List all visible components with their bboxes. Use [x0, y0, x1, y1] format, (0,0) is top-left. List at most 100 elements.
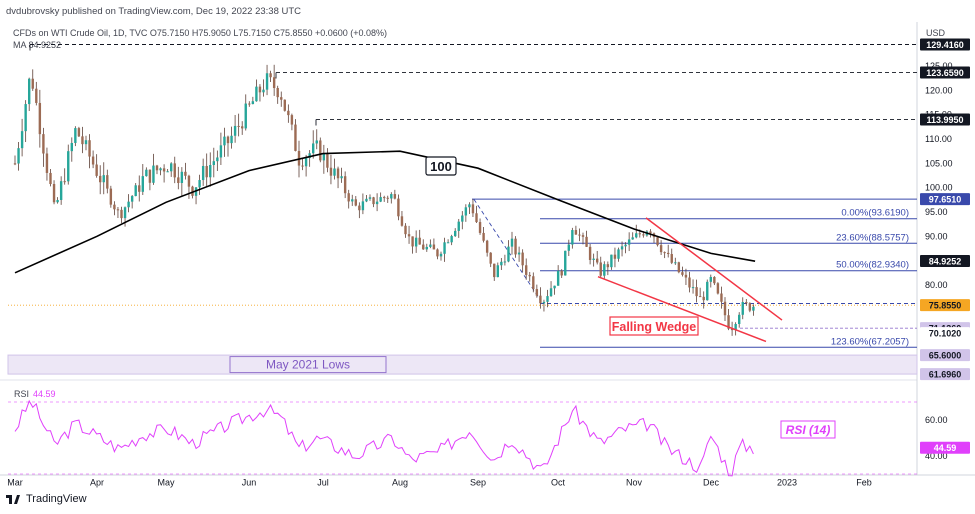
candle-body — [223, 136, 226, 146]
rsi-tick-label: 40.00 — [925, 451, 948, 461]
candle-body — [31, 78, 34, 89]
ma-label: 100 — [430, 159, 452, 174]
candle-body — [478, 222, 482, 233]
candle-body — [365, 198, 368, 202]
wedge-lower-line — [597, 276, 767, 343]
candle-body — [326, 153, 329, 168]
price-label: 97.6510 — [929, 195, 962, 205]
candle-body — [422, 244, 425, 250]
candle-body — [180, 171, 184, 184]
time-tick-label: May — [157, 477, 175, 487]
candle-body — [209, 165, 212, 178]
candle-body — [84, 140, 88, 145]
price-label: 75.8550 — [929, 301, 962, 311]
candle-body — [627, 239, 631, 245]
candle-body — [198, 180, 201, 188]
candle-body — [17, 148, 20, 164]
candle-body — [315, 140, 318, 144]
price-label-box — [920, 327, 970, 340]
rsi-title: RSI — [14, 389, 29, 399]
price-tick-label: 100.00 — [925, 183, 953, 193]
candle-body — [24, 104, 27, 132]
candle-body — [134, 185, 137, 197]
candle-body — [340, 176, 343, 179]
rsi-label-box — [780, 420, 836, 439]
candle-body — [191, 186, 194, 196]
candle-body — [485, 240, 489, 253]
candle-body — [617, 249, 620, 259]
candle-body — [187, 175, 191, 187]
candle-body — [507, 246, 510, 262]
candle-body — [272, 77, 276, 89]
candle-body — [411, 236, 414, 247]
fib-level-label: 123.60%(67.2057) — [831, 336, 909, 347]
candle-body — [52, 184, 56, 203]
candle-body — [116, 209, 120, 211]
candle-body — [553, 285, 556, 289]
candle-body — [709, 276, 712, 282]
candle-body — [244, 103, 247, 129]
candle-body — [546, 296, 549, 302]
price-tick-label: 95.00 — [925, 207, 948, 217]
candle-body — [454, 230, 457, 237]
fib-level-label: 23.60%(88.5757) — [836, 232, 909, 243]
candle-body — [99, 175, 102, 183]
wedge-label: Falling Wedge — [612, 320, 697, 334]
tradingview-logo[interactable]: TradingView — [6, 493, 87, 505]
candle-body — [464, 207, 468, 216]
candle-body — [361, 201, 365, 211]
price-tick-label: 125.00 — [925, 61, 953, 71]
currency-label: USD — [926, 28, 946, 38]
price-label-box — [920, 349, 970, 362]
candle-body — [670, 254, 673, 263]
candle-body — [262, 89, 265, 93]
price-tick-label: 90.00 — [925, 231, 948, 241]
candle-body — [166, 171, 169, 173]
candle-body — [177, 177, 180, 184]
time-tick-label: Jun — [242, 477, 257, 487]
candle-body — [45, 153, 49, 173]
candle-body — [301, 165, 304, 167]
candle-body — [77, 128, 81, 137]
zone-label-box — [229, 356, 387, 374]
candle-body — [145, 169, 148, 177]
candle-body — [372, 197, 375, 205]
time-tick-label: Apr — [90, 477, 104, 487]
candle-body — [450, 236, 453, 243]
candle-body — [691, 287, 695, 289]
wedge-label-box — [609, 316, 699, 336]
candle-body — [397, 198, 400, 217]
candle-body — [123, 207, 127, 219]
candle-body — [517, 252, 521, 255]
price-label: 123.6590 — [926, 68, 964, 78]
candle-body — [95, 164, 98, 176]
price-label: 113.9950 — [926, 115, 963, 125]
candle-body — [358, 205, 361, 211]
candle-body — [404, 225, 407, 235]
candle-body — [443, 242, 446, 254]
candle-body — [613, 254, 617, 259]
candle-body — [88, 140, 91, 157]
candle-body — [81, 136, 84, 145]
candle-body — [475, 213, 478, 223]
candle-body — [351, 199, 354, 202]
candle-body — [684, 274, 688, 278]
candle-body — [13, 163, 17, 165]
candle-body — [667, 252, 670, 255]
candle-body — [49, 172, 52, 185]
candle-body — [400, 216, 404, 226]
candle-body — [574, 230, 578, 235]
candle-body — [343, 176, 347, 194]
candle-body — [585, 236, 588, 247]
candle-body — [233, 125, 237, 136]
fib-level-label: 0.00%(93.6190) — [841, 208, 909, 219]
candle-body — [446, 242, 450, 244]
candle-body — [265, 73, 269, 90]
candle-body — [106, 175, 109, 189]
candle-body — [503, 261, 507, 263]
candle-body — [297, 150, 301, 166]
candle-body — [432, 244, 436, 250]
candle-body — [500, 261, 503, 266]
candle-body — [138, 185, 141, 192]
